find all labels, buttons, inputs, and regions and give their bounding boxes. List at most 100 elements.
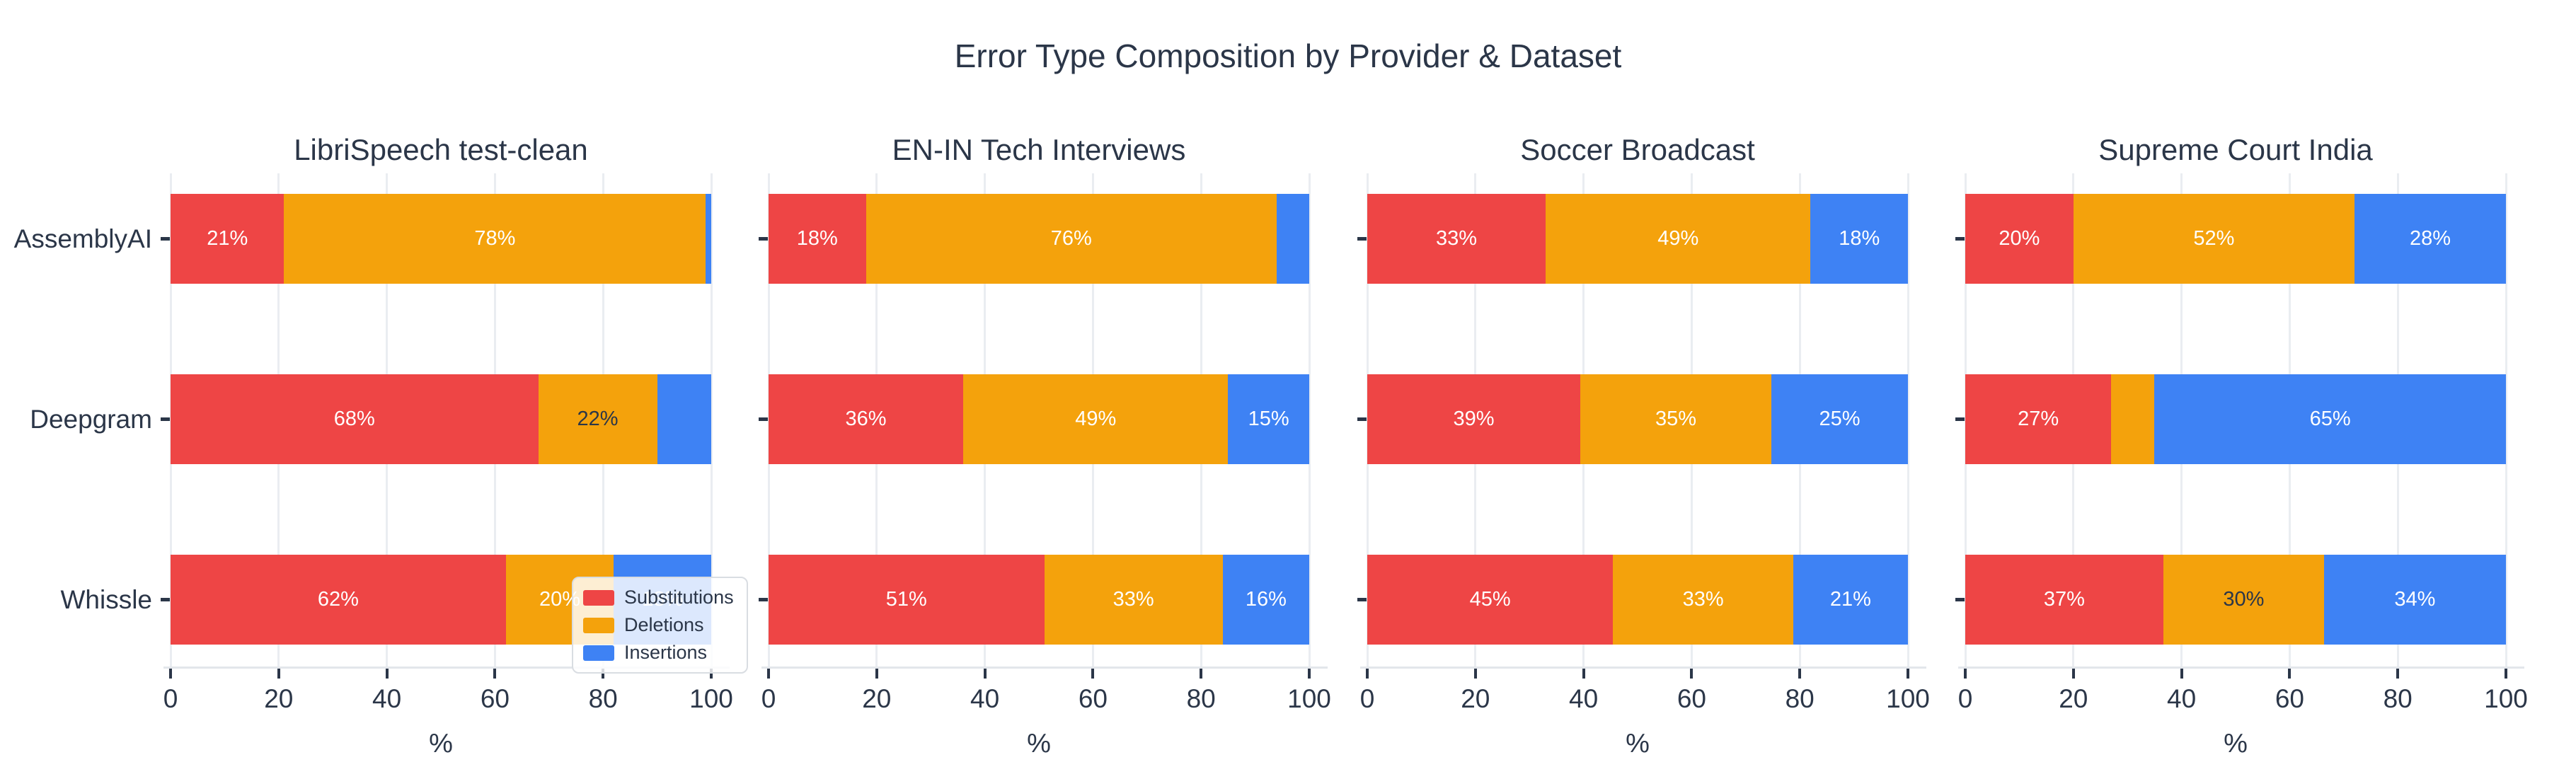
legend-item-deletions: Deletions xyxy=(583,614,734,636)
bar-segment-insertions: 34% xyxy=(2323,555,2506,645)
bar-row-deepgram: 68% 22% xyxy=(171,374,711,464)
y-tick-mark xyxy=(1955,417,1965,421)
x-tick-mark xyxy=(385,669,389,679)
x-tick-label: 100 xyxy=(1886,684,1930,713)
x-tick-label: 0 xyxy=(761,684,776,713)
bar-row-deepgram: 39% 35% 25% xyxy=(1367,374,1908,464)
bar-row-whissle: 45% 33% 21% xyxy=(1367,555,1908,645)
y-tick-mark xyxy=(759,237,768,241)
bar-row-assemblyai: 18% 76% xyxy=(769,194,1309,284)
y-tick-mark xyxy=(1357,417,1367,421)
y-tick-mark xyxy=(1357,598,1367,601)
x-tick-label: 80 xyxy=(1785,684,1815,713)
legend-item-substitutions: Substitutions xyxy=(583,587,734,608)
bar-value-label: 18% xyxy=(1839,227,1880,250)
bar-segment-insertions: 21% xyxy=(1793,555,1908,645)
x-tick-label: 80 xyxy=(2383,684,2413,713)
bar-row-assemblyai: 33% 49% 18% xyxy=(1367,194,1908,284)
bar-value-label: 76% xyxy=(1050,227,1092,250)
x-tick-mark xyxy=(169,669,172,679)
bar-value-label: 35% xyxy=(1655,408,1697,430)
bar-segment-substitutions: 27% xyxy=(1965,374,2112,464)
bar-segment-deletions: 33% xyxy=(1044,555,1223,645)
x-tick-label: 100 xyxy=(1287,684,1331,713)
x-axis-label: % xyxy=(429,729,453,758)
x-tick-mark xyxy=(1964,669,1967,679)
gridline xyxy=(1907,173,1909,667)
deletions-swatch-icon xyxy=(583,617,614,633)
y-tick-mark xyxy=(1357,237,1367,241)
bar-segment-insertions: 15% xyxy=(1228,374,1309,464)
x-tick-mark xyxy=(1091,669,1095,679)
y-tick-label: Deepgram xyxy=(30,404,152,434)
substitutions-swatch-icon xyxy=(583,589,614,606)
x-tick-mark xyxy=(2505,669,2507,679)
bar-segment-deletions: 30% xyxy=(2163,555,2324,645)
x-tick-mark xyxy=(2180,669,2183,679)
x-tick-mark xyxy=(1907,669,1909,679)
bar-value-label: 34% xyxy=(2394,588,2436,611)
y-tick-mark xyxy=(1955,598,1965,601)
bar-segment-deletions: 78% xyxy=(284,194,706,284)
x-tick-mark xyxy=(1473,669,1477,679)
x-axis-line xyxy=(163,667,730,669)
y-tick-mark xyxy=(759,598,768,601)
x-tick-label: 40 xyxy=(1569,684,1599,713)
x-tick-label: 20 xyxy=(264,684,294,713)
gridline xyxy=(710,173,713,667)
y-tick-mark xyxy=(161,598,170,601)
subplot-3: Soccer Broadcast 0 20 40 60 80 100% 33% 49% 18% 39… xyxy=(1357,127,1930,778)
bar-segment-insertions: 16% xyxy=(1222,555,1309,645)
plot-area: 0 20 40 60 80 100% AssemblyAI 21% 78% Deepgram 68%… xyxy=(14,173,748,758)
plot-area: 0 20 40 60 80 100% 33% 49% 18% 39% 35% 25% 45% 33% 21% xyxy=(1357,173,1930,758)
bar-value-label: 36% xyxy=(845,408,887,430)
x-tick-mark xyxy=(1798,669,1802,679)
y-tick-mark xyxy=(161,237,170,241)
insertions-swatch-icon xyxy=(583,645,614,661)
bar-row-whissle: 37% 30% 34% xyxy=(1965,555,2506,645)
x-tick-label: 80 xyxy=(588,684,618,713)
bar-row-assemblyai: 20% 52% 28% xyxy=(1965,194,2506,284)
bar-segment-substitutions: 36% xyxy=(769,374,964,464)
x-axis-line xyxy=(761,667,1328,669)
bar-value-label: 28% xyxy=(2409,227,2451,250)
x-tick-label: 0 xyxy=(1957,684,1973,713)
y-tick-mark xyxy=(1955,237,1965,241)
bar-value-label: 20% xyxy=(1999,227,2040,250)
bar-segment-deletions: 33% xyxy=(1613,555,1793,645)
gridline xyxy=(2505,173,2507,667)
bar-row-deepgram: 36% 49% 15% xyxy=(769,374,1309,464)
bar-segment-substitutions: 21% xyxy=(171,194,284,284)
bar-segment-deletions: 52% xyxy=(2073,194,2355,284)
bar-value-label: 62% xyxy=(317,588,359,611)
x-tick-label: 40 xyxy=(372,684,402,713)
bar-value-label: 15% xyxy=(1248,408,1289,430)
bar-row-deepgram: 27% 65% xyxy=(1965,374,2506,464)
x-tick-label: 100 xyxy=(2484,684,2528,713)
figure-title: Error Type Composition by Provider & Dat… xyxy=(954,37,1622,74)
x-tick-label: 40 xyxy=(970,684,1000,713)
x-tick-label: 40 xyxy=(2167,684,2197,713)
x-tick-label: 60 xyxy=(1677,684,1706,713)
bar-value-label: 78% xyxy=(474,227,516,250)
bar-value-label: 68% xyxy=(333,408,375,430)
bar-value-label: 25% xyxy=(1819,408,1861,430)
bar-row-whissle: 51% 33% 16% xyxy=(769,555,1309,645)
x-tick-mark xyxy=(1308,669,1311,679)
x-tick-mark xyxy=(710,669,713,679)
bar-value-label: 30% xyxy=(2223,588,2265,611)
bar-value-label: 37% xyxy=(2043,588,2085,611)
x-tick-mark xyxy=(1690,669,1694,679)
x-tick-label: 0 xyxy=(163,684,178,713)
subplot-1: LibriSpeech test-clean 0 20 40 60 80 100% Assem… xyxy=(14,127,748,778)
bar-segment-deletions: 76% xyxy=(866,194,1277,284)
bar-value-label: 22% xyxy=(577,408,619,430)
bar-value-label: 18% xyxy=(796,227,838,250)
bar-segment-insertions: 65% xyxy=(2154,374,2506,464)
bar-value-label: 33% xyxy=(1436,227,1478,250)
x-tick-mark xyxy=(1582,669,1585,679)
bar-segment-substitutions: 20% xyxy=(1965,194,2074,284)
bar-segment-insertions: 18% xyxy=(1810,194,1908,284)
x-tick-mark xyxy=(983,669,987,679)
bar-segment-insertions: 25% xyxy=(1771,374,1908,464)
